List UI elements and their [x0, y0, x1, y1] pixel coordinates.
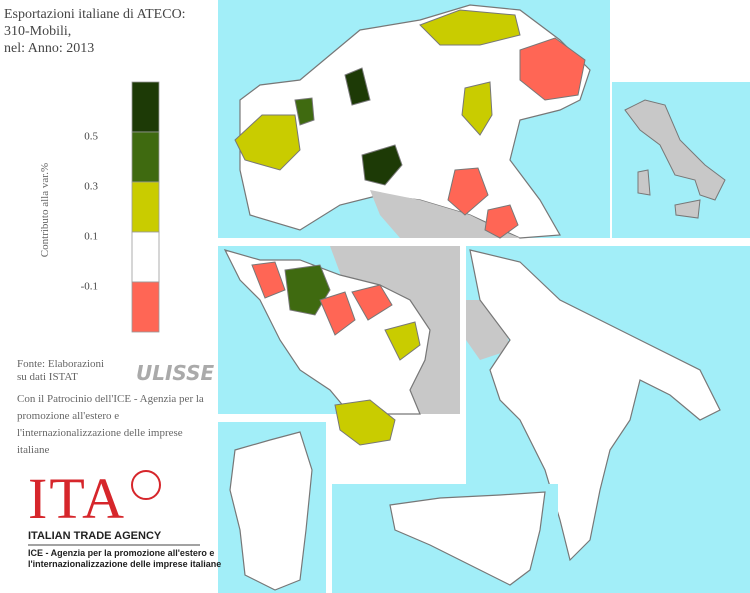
region — [384, 321, 421, 361]
patronage-line: Con il Patrocinio dell'ICE - Agenzia per… — [17, 393, 204, 405]
region — [419, 9, 521, 46]
title-line: 310-Mobili, — [4, 24, 71, 39]
region — [234, 114, 301, 171]
source-logo: ULISSE — [136, 361, 215, 385]
neighbor-land — [370, 190, 520, 238]
sicily — [389, 491, 546, 586]
patronage-line: l'internazionalizzazione delle imprese — [17, 427, 183, 439]
region — [334, 399, 396, 446]
logo-name: ITALIAN TRADE AGENCY — [28, 530, 162, 542]
source-line: Fonte: Elaborazioni — [17, 358, 104, 370]
sicily-inset — [674, 199, 701, 219]
logo-line: ICE - Agenzia per la promozione all'este… — [28, 548, 214, 558]
region — [251, 261, 286, 299]
source-line: su dati ISTAT — [17, 371, 78, 383]
patronage-line: italiane — [17, 444, 49, 456]
region — [319, 291, 356, 336]
legend-swatch — [131, 81, 160, 133]
north-italy — [239, 4, 591, 239]
region — [519, 37, 586, 101]
legend-tick-label: 0.1 — [84, 231, 98, 243]
region — [351, 284, 393, 321]
title-line: Esportazioni italiane di ATECO: — [4, 7, 186, 22]
legend-swatch — [131, 231, 160, 283]
region — [344, 67, 371, 106]
sardinia — [229, 431, 313, 591]
region — [361, 144, 403, 186]
legend-tick-label: 0.3 — [84, 181, 98, 193]
legend-swatch — [131, 181, 160, 233]
title-line: nel: Anno: 2013 — [4, 41, 94, 56]
legend-swatch — [131, 281, 160, 333]
legend: 0.5 0.3 0.1 -0.1 — [81, 81, 160, 333]
sardinia-inset — [637, 169, 651, 196]
patronage-line: promozione all'estero e — [17, 410, 119, 422]
map-panels — [218, 0, 750, 593]
logo-line: l'internazionalizzazione delle imprese i… — [28, 559, 221, 569]
south-italy — [469, 249, 721, 562]
italy-inset — [624, 99, 726, 201]
region — [294, 97, 315, 126]
legend-tick-label: -0.1 — [81, 281, 98, 293]
legend-tick-label: 0.5 — [84, 131, 98, 143]
region — [447, 167, 489, 216]
region — [461, 81, 493, 136]
legend-swatch — [131, 131, 160, 183]
region — [484, 204, 519, 239]
legend-label: Contributo alla var.% — [39, 163, 51, 257]
logo-icon — [131, 470, 161, 500]
logo-mark: ITA — [28, 466, 126, 531]
